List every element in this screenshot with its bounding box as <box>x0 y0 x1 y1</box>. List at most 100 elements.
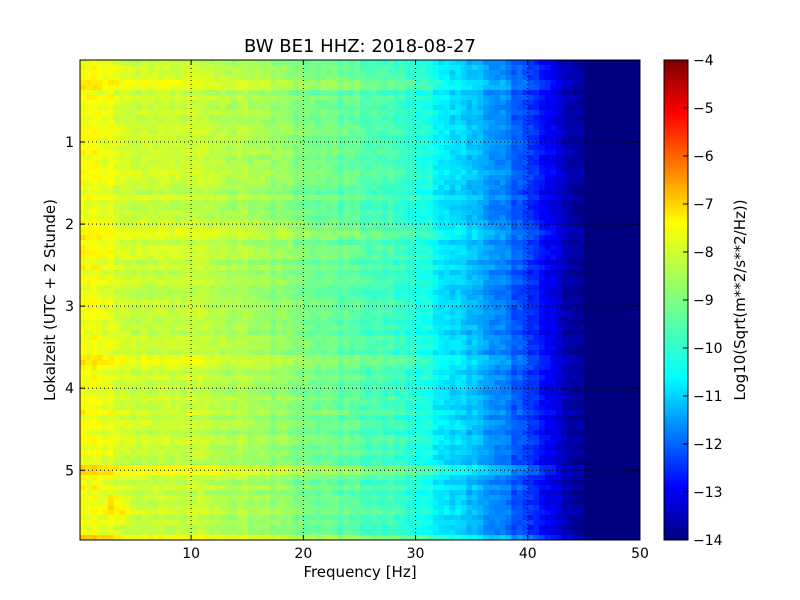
heatmap-cell <box>550 165 557 171</box>
heatmap-cell <box>360 250 367 256</box>
heatmap-cell <box>572 160 579 166</box>
heatmap-cell <box>220 80 227 86</box>
heatmap-cell <box>354 215 361 221</box>
heatmap-cell <box>623 95 630 101</box>
heatmap-cell <box>124 145 131 151</box>
heatmap-cell <box>505 250 512 256</box>
heatmap-cell <box>393 265 400 271</box>
heatmap-cell <box>298 140 305 146</box>
heatmap-cell <box>192 300 199 306</box>
heatmap-cell <box>634 265 640 271</box>
heatmap-cell <box>264 180 271 186</box>
heatmap-cell <box>85 250 92 256</box>
heatmap-cell <box>108 135 115 141</box>
heatmap-cell <box>528 180 535 186</box>
heatmap-cell <box>550 110 557 116</box>
heatmap-cell <box>410 140 417 146</box>
heatmap-cell <box>332 220 339 226</box>
heatmap-cell <box>136 275 143 281</box>
heatmap-cell <box>360 180 367 186</box>
heatmap-cell <box>292 65 299 71</box>
heatmap-cell <box>270 270 277 276</box>
heatmap-cell <box>354 295 361 301</box>
heatmap-cell <box>158 90 165 96</box>
heatmap-cell <box>96 285 103 291</box>
heatmap-cell <box>477 255 484 261</box>
heatmap-cell <box>315 305 322 311</box>
heatmap-cell <box>421 125 428 131</box>
heatmap-cell <box>91 165 98 171</box>
heatmap-cell <box>522 220 529 226</box>
heatmap-cell <box>136 160 143 166</box>
heatmap-cell <box>589 275 596 281</box>
heatmap-cell <box>136 185 143 191</box>
heatmap-cell <box>600 295 607 301</box>
heatmap-cell <box>623 205 630 211</box>
heatmap-cell <box>382 295 389 301</box>
heatmap-cell <box>158 210 165 216</box>
heatmap-cell <box>119 135 126 141</box>
heatmap-cell <box>96 60 103 66</box>
heatmap-cell <box>371 155 378 161</box>
heatmap-cell <box>248 195 255 201</box>
heatmap-cell <box>281 265 288 271</box>
heatmap-cell <box>561 115 568 121</box>
heatmap-cell <box>533 215 540 221</box>
heatmap-cell <box>169 180 176 186</box>
heatmap-cell <box>169 190 176 196</box>
heatmap-cell <box>332 90 339 96</box>
heatmap-cell <box>287 180 294 186</box>
heatmap-cell <box>130 90 137 96</box>
heatmap-cell <box>354 85 361 91</box>
heatmap-cell <box>567 250 574 256</box>
heatmap-cell <box>421 255 428 261</box>
heatmap-cell <box>432 240 439 246</box>
heatmap-cell <box>505 210 512 216</box>
heatmap-cell <box>320 200 327 206</box>
heatmap-cell <box>410 160 417 166</box>
heatmap-cell <box>477 160 484 166</box>
heatmap-cell <box>332 80 339 86</box>
heatmap-cell <box>388 195 395 201</box>
heatmap-cell <box>500 125 507 131</box>
heatmap-cell <box>494 140 501 146</box>
heatmap-cell <box>600 180 607 186</box>
heatmap-cell <box>444 85 451 91</box>
heatmap-cell <box>113 265 120 271</box>
heatmap-cell <box>472 65 479 71</box>
heatmap-cell <box>113 120 120 126</box>
heatmap-cell <box>208 200 215 206</box>
heatmap-cell <box>371 300 378 306</box>
heatmap-cell <box>466 250 473 256</box>
heatmap-cell <box>623 110 630 116</box>
heatmap-cell <box>572 180 579 186</box>
heatmap-cell <box>595 130 602 136</box>
heatmap-cell <box>623 165 630 171</box>
heatmap-cell <box>197 275 204 281</box>
heatmap-cell <box>449 255 456 261</box>
heatmap-cell <box>85 180 92 186</box>
heatmap-cell <box>595 90 602 96</box>
heatmap-cell <box>309 110 316 116</box>
heatmap-cell <box>270 155 277 161</box>
heatmap-cell <box>85 195 92 201</box>
heatmap-cell <box>376 130 383 136</box>
heatmap-cell <box>416 225 423 231</box>
heatmap-cell <box>628 105 635 111</box>
heatmap-cell <box>600 75 607 81</box>
heatmap-cell <box>488 260 495 266</box>
heatmap-cell <box>578 295 585 301</box>
heatmap-cell <box>169 290 176 296</box>
heatmap-cell <box>393 160 400 166</box>
heatmap-cell <box>376 65 383 71</box>
heatmap-cell <box>410 165 417 171</box>
heatmap-cell <box>466 210 473 216</box>
heatmap-cell <box>264 190 271 196</box>
heatmap-cell <box>354 200 361 206</box>
heatmap-cell <box>253 185 260 191</box>
heatmap-cell <box>236 205 243 211</box>
heatmap-cell <box>578 165 585 171</box>
heatmap-cell <box>147 305 154 311</box>
heatmap-cell <box>298 60 305 66</box>
heatmap-cell <box>544 110 551 116</box>
